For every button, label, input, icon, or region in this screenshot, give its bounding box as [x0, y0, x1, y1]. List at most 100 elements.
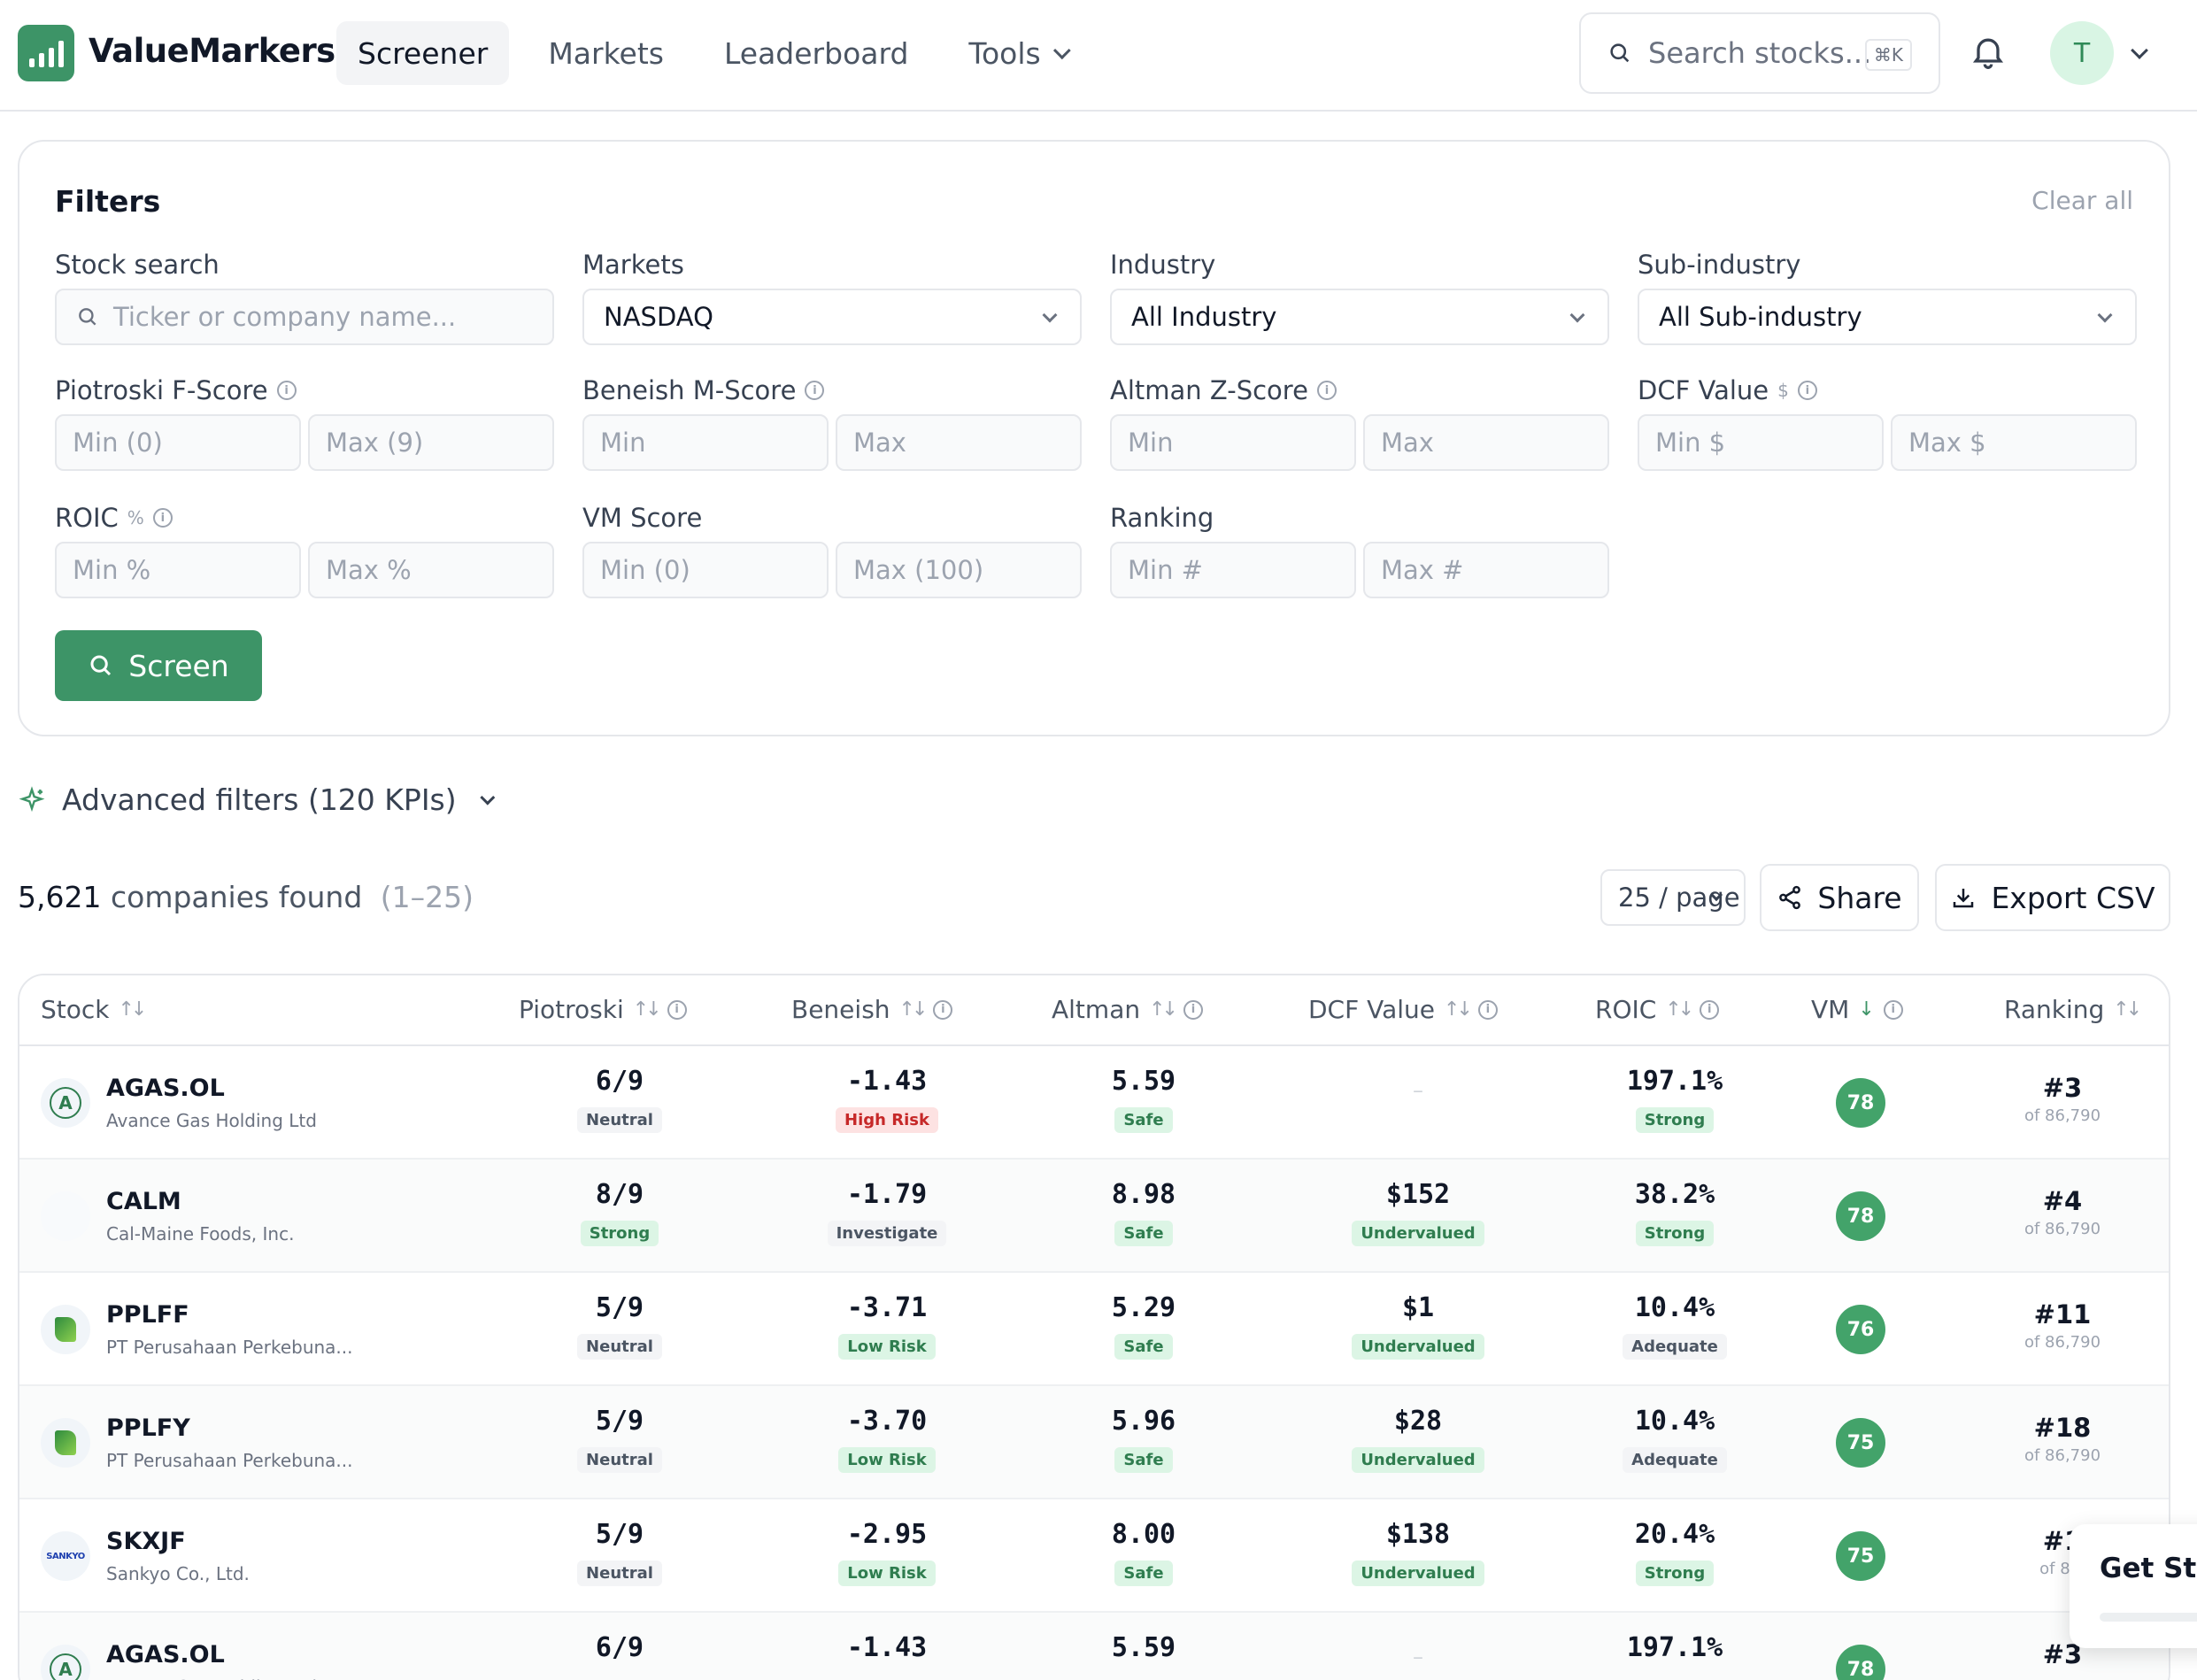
nav-leaderboard[interactable]: Leaderboard	[703, 21, 929, 85]
share-button[interactable]: Share	[1760, 864, 1919, 931]
info-icon[interactable]: i	[152, 508, 173, 528]
col-roic[interactable]: ROIC ↑↓ i	[1595, 995, 1720, 1024]
dcf-value: $152	[1385, 1179, 1451, 1210]
filters-panel: Filters Clear all Stock search Ticker or…	[18, 140, 2170, 736]
rank-total: of 86,790	[2024, 1333, 2101, 1352]
table-row[interactable]: PPLFY PT Perusahaan Perkebuna... 5/9 Neutra…	[19, 1386, 2169, 1499]
ranking-min-input[interactable]: Min #	[1110, 542, 1356, 598]
info-icon[interactable]: i	[1183, 999, 1203, 1020]
avatar[interactable]: T	[2050, 21, 2114, 85]
beneish-value: -3.71	[846, 1292, 928, 1323]
stock-search-label: Stock search	[55, 250, 220, 280]
col-vm[interactable]: VM ↓ i	[1811, 995, 1903, 1024]
altman-min-input[interactable]: Min	[1110, 414, 1356, 471]
piotroski-cell: 5/9 Neutral	[513, 1406, 726, 1473]
piotroski-label: Piotroski F-Score i	[55, 375, 297, 405]
roic-max-input[interactable]: Max %	[308, 542, 554, 598]
sort-icon: ↑↓	[1665, 998, 1694, 1021]
status-badge: Undervalued	[1352, 1447, 1484, 1473]
rank-value: #4	[2042, 1186, 2083, 1216]
export-csv-button[interactable]: Export CSV	[1935, 864, 2170, 931]
stock-ticker[interactable]: AGAS.OL	[106, 1075, 225, 1102]
nav-tools[interactable]: Tools	[947, 21, 1086, 85]
stock-ticker[interactable]: PPLFY	[106, 1414, 190, 1442]
industry-select[interactable]: All Industry	[1110, 289, 1609, 345]
info-icon[interactable]: i	[1700, 999, 1720, 1020]
roic-min-input[interactable]: Min %	[55, 542, 301, 598]
info-icon[interactable]: i	[1316, 381, 1337, 400]
piotroski-min-input[interactable]: Min (0)	[55, 414, 301, 471]
brand-name[interactable]: ValueMarkers	[89, 32, 335, 70]
info-icon[interactable]: i	[933, 999, 953, 1020]
rank-value: #11	[2033, 1299, 2092, 1329]
sub-industry-label: Sub-industry	[1638, 250, 1801, 280]
vm-score-badge: 76	[1836, 1305, 1885, 1354]
global-search[interactable]: Search stocks... ⌘K	[1579, 12, 1940, 94]
info-icon[interactable]: i	[1883, 999, 1903, 1020]
company-logo: A	[41, 1645, 90, 1680]
col-ranking[interactable]: Ranking ↑↓	[2004, 995, 2142, 1024]
shortcut-hint: ⌘K	[1864, 39, 1912, 71]
beneish-value: -1.43	[846, 1066, 928, 1097]
dcf-value: –	[1413, 1078, 1423, 1103]
nav-markets[interactable]: Markets	[527, 21, 685, 85]
col-beneish[interactable]: Beneish ↑↓ i	[791, 995, 953, 1024]
sub-industry-select[interactable]: All Sub-industry	[1638, 289, 2137, 345]
vm-score-max-input[interactable]: Max (100)	[836, 542, 1082, 598]
company-logo-sankyo: SANKYO	[41, 1531, 90, 1581]
roic-cell: 197.1% Strong	[1569, 1066, 1781, 1133]
vm-score-min-input[interactable]: Min (0)	[582, 542, 829, 598]
info-icon[interactable]: i	[276, 381, 297, 400]
info-icon[interactable]: i	[667, 999, 687, 1020]
stock-ticker[interactable]: SKXJF	[106, 1528, 186, 1555]
dcf-max-input[interactable]: Max $	[1891, 414, 2137, 471]
table-row[interactable]: A AGAS.OL Avance Gas Holding Ltd 6/9 -1.43 5.…	[19, 1613, 2169, 1680]
table-row[interactable]: A AGAS.OL Avance Gas Holding Ltd 6/9 Neutral…	[19, 1046, 2169, 1160]
status-badge: Neutral	[577, 1447, 662, 1473]
table-row[interactable]: PPLFF PT Perusahaan Perkebuna... 5/9 Neutra…	[19, 1273, 2169, 1386]
col-piotroski[interactable]: Piotroski ↑↓ i	[519, 995, 687, 1024]
company-name: Avance Gas Holding Ltd	[106, 1110, 317, 1131]
get-started-widget[interactable]: Get Sta	[2070, 1524, 2197, 1648]
beneish-min-input[interactable]: Min	[582, 414, 829, 471]
col-altman[interactable]: Altman ↑↓ i	[1052, 995, 1203, 1024]
company-name: PT Perusahaan Perkebuna...	[106, 1450, 353, 1471]
vm-score-badge: 75	[1836, 1418, 1885, 1468]
bell-icon[interactable]	[1969, 32, 2008, 71]
stock-ticker[interactable]: PPLFF	[106, 1301, 189, 1329]
per-page-select[interactable]: 25 / page	[1600, 869, 1746, 926]
stock-search-input[interactable]: Ticker or company name...	[55, 289, 554, 345]
dcf-label: DCF Value $ i	[1638, 375, 1817, 405]
ranking-max-input[interactable]: Max #	[1363, 542, 1609, 598]
download-icon	[1954, 889, 1974, 908]
piotroski-max-input[interactable]: Max (9)	[308, 414, 554, 471]
nav-tools-label: Tools	[968, 35, 1041, 71]
col-dcf-value[interactable]: DCF Value ↑↓ i	[1308, 995, 1498, 1024]
chevron-down-icon[interactable]	[2131, 42, 2148, 59]
table-row[interactable]: CALM Cal-Maine Foods, Inc. 8/9 Strong -1.79 I…	[19, 1160, 2169, 1273]
dcf-min-input[interactable]: Min $	[1638, 414, 1884, 471]
clear-all-button[interactable]: Clear all	[2031, 186, 2133, 215]
stock-ticker[interactable]: CALM	[106, 1188, 181, 1215]
status-badge: Undervalued	[1352, 1561, 1484, 1586]
info-icon[interactable]: i	[1797, 381, 1817, 400]
nav-screener[interactable]: Screener	[336, 21, 510, 85]
nav-markets-label: Markets	[548, 35, 664, 71]
info-icon[interactable]: i	[805, 381, 825, 400]
rank-value: #3	[2042, 1073, 2083, 1103]
altman-max-input[interactable]: Max	[1363, 414, 1609, 471]
table-row[interactable]: SANKYO SKXJF Sankyo Co., Ltd. 5/9 Neutral -2.…	[19, 1499, 2169, 1613]
screen-button[interactable]: Screen	[55, 630, 262, 701]
beneish-max-input[interactable]: Max	[836, 414, 1082, 471]
advanced-filters-toggle[interactable]: Advanced filters (120 KPIs)	[18, 782, 495, 817]
dcf-cell: $1 Undervalued	[1312, 1292, 1524, 1360]
dcf-value: $1	[1401, 1292, 1435, 1323]
info-icon[interactable]: i	[1477, 999, 1498, 1020]
col-stock[interactable]: Stock ↑↓	[41, 995, 147, 1024]
markets-select[interactable]: NASDAQ	[582, 289, 1082, 345]
bar-chart-icon[interactable]	[18, 25, 74, 81]
vm-score-badge: 75	[1836, 1531, 1885, 1581]
dcf-cell: $28 Undervalued	[1312, 1406, 1524, 1473]
top-header: ValueMarkers Screener Markets Leaderboar…	[0, 0, 2197, 112]
stock-ticker[interactable]: AGAS.OL	[106, 1641, 225, 1668]
